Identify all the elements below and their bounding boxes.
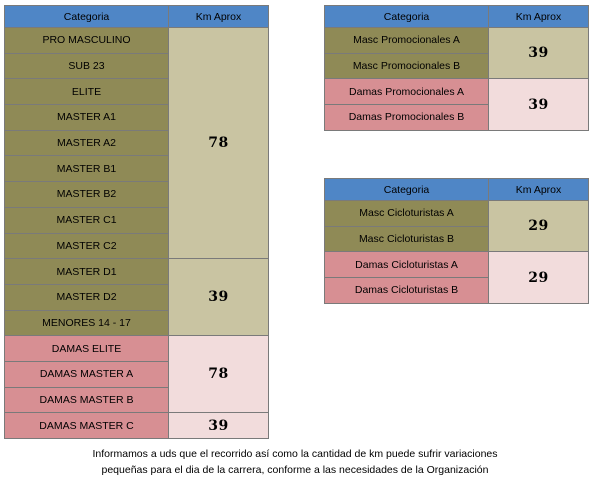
km-value-cell: 39 bbox=[488, 26, 589, 80]
category-cell: Damas Cicloturistas B bbox=[324, 277, 489, 304]
category-cell: DAMAS MASTER C bbox=[4, 412, 169, 439]
table-row: MASTER B1 bbox=[4, 155, 269, 183]
category-cell: MASTER B2 bbox=[4, 181, 169, 208]
category-cell: DAMAS MASTER A bbox=[4, 360, 169, 388]
category-cell: MASTER D1 bbox=[4, 258, 169, 285]
table-row: MASTER A2 bbox=[4, 129, 269, 157]
table-row: Damas Promocionales A 39 bbox=[324, 78, 589, 131]
table-row: PRO MASCULINO 78 bbox=[4, 26, 269, 260]
table-row: Damas Cicloturistas B bbox=[324, 277, 589, 304]
header-categoria: Categoria bbox=[324, 178, 489, 201]
km-value-cell: 78 bbox=[168, 26, 269, 260]
table-header-row: Categoria Km Aprox bbox=[324, 5, 589, 28]
table-row: MENORES 14 - 17 bbox=[4, 309, 269, 337]
km-value-cell: 29 bbox=[488, 251, 589, 304]
table-header-row: Categoria Km Aprox bbox=[324, 178, 589, 201]
table-row: Masc Cicloturistas B bbox=[324, 225, 589, 253]
km-value-cell: 39 bbox=[168, 258, 269, 337]
category-cell: MENORES 14 - 17 bbox=[4, 309, 169, 337]
table-row: SUB 23 bbox=[4, 52, 269, 80]
table-row: DAMAS ELITE 78 bbox=[4, 335, 269, 414]
header-km-aprox: Km Aprox bbox=[488, 178, 589, 201]
category-cell: Masc Promocionales A bbox=[324, 27, 489, 54]
main-categories-table: Categoria Km Aprox PRO MASCULINO 78 SUB 23… bbox=[4, 5, 269, 439]
table-header-row: Categoria Km Aprox bbox=[4, 5, 269, 28]
distance-notice: Informamos a uds que el recorrido así co… bbox=[60, 446, 530, 478]
category-cell: MASTER A2 bbox=[4, 129, 169, 157]
category-cell: Masc Promocionales B bbox=[324, 52, 489, 80]
notice-line-2: pequeñas para el dia de la carrera, conf… bbox=[101, 464, 489, 476]
category-cell: SUB 23 bbox=[4, 52, 169, 80]
header-km-aprox: Km Aprox bbox=[168, 5, 269, 28]
km-value-cell: 29 bbox=[488, 199, 589, 253]
category-cell: DAMAS MASTER B bbox=[4, 386, 169, 414]
table-row: MASTER C2 bbox=[4, 232, 269, 260]
table-row: MASTER D2 bbox=[4, 283, 269, 311]
table-row: MASTER B2 bbox=[4, 181, 269, 208]
category-cell: MASTER A1 bbox=[4, 104, 169, 131]
category-cell: MASTER C2 bbox=[4, 232, 169, 260]
header-km-aprox: Km Aprox bbox=[488, 5, 589, 28]
table-row: Masc Cicloturistas A 29 bbox=[324, 199, 589, 253]
header-categoria: Categoria bbox=[324, 5, 489, 28]
category-cell: MASTER D2 bbox=[4, 283, 169, 311]
km-value-cell: 39 bbox=[168, 412, 269, 439]
category-cell: Masc Cicloturistas A bbox=[324, 200, 489, 227]
table-row: DAMAS MASTER A bbox=[4, 360, 269, 388]
km-value-cell: 39 bbox=[488, 78, 589, 131]
table-row: DAMAS MASTER C 39 bbox=[4, 412, 269, 439]
table-row: MASTER C1 bbox=[4, 206, 269, 234]
km-value-cell: 78 bbox=[168, 335, 269, 414]
category-cell: MASTER B1 bbox=[4, 155, 169, 183]
header-categoria: Categoria bbox=[4, 5, 169, 28]
category-cell: Masc Cicloturistas B bbox=[324, 225, 489, 253]
category-cell: Damas Promocionales B bbox=[324, 104, 489, 131]
notice-line-1: Informamos a uds que el recorrido así co… bbox=[92, 448, 498, 460]
table-row: Damas Cicloturistas A 29 bbox=[324, 251, 589, 304]
category-cell: MASTER C1 bbox=[4, 206, 169, 234]
table-row: Masc Promocionales A 39 bbox=[324, 26, 589, 80]
table-row: MASTER D1 39 bbox=[4, 258, 269, 337]
category-cell: Damas Promocionales A bbox=[324, 78, 489, 106]
category-cell: Damas Cicloturistas A bbox=[324, 251, 489, 279]
category-cell: PRO MASCULINO bbox=[4, 27, 169, 54]
category-cell: DAMAS ELITE bbox=[4, 335, 169, 362]
table-row: Damas Promocionales B bbox=[324, 104, 589, 131]
category-cell: ELITE bbox=[4, 78, 169, 106]
table-row: Masc Promocionales B bbox=[324, 52, 589, 80]
